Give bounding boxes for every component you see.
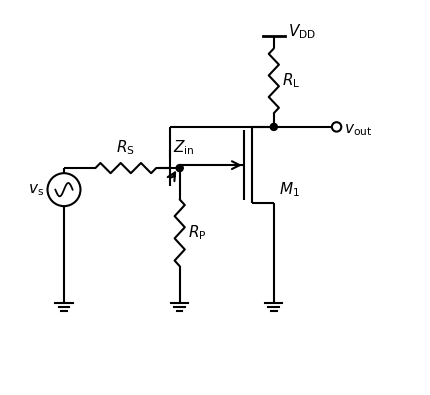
- Circle shape: [176, 165, 183, 171]
- Text: $\mathit{R}_\mathrm{P}$: $\mathit{R}_\mathrm{P}$: [188, 224, 207, 242]
- Text: $\mathit{R}_\mathrm{S}$: $\mathit{R}_\mathrm{S}$: [117, 138, 135, 157]
- Text: $\mathit{Z}_\mathrm{in}$: $\mathit{Z}_\mathrm{in}$: [173, 138, 195, 157]
- Text: $\mathit{V}_\mathrm{DD}$: $\mathit{V}_\mathrm{DD}$: [288, 22, 316, 41]
- Text: $\mathit{R}_\mathrm{L}$: $\mathit{R}_\mathrm{L}$: [283, 71, 301, 90]
- Circle shape: [270, 123, 277, 130]
- Text: $\mathit{v}_\mathrm{out}$: $\mathit{v}_\mathrm{out}$: [344, 122, 372, 138]
- Text: $\mathit{v}_\mathrm{s}$: $\mathit{v}_\mathrm{s}$: [28, 182, 43, 198]
- Text: $\mathit{M}_1$: $\mathit{M}_1$: [279, 180, 299, 199]
